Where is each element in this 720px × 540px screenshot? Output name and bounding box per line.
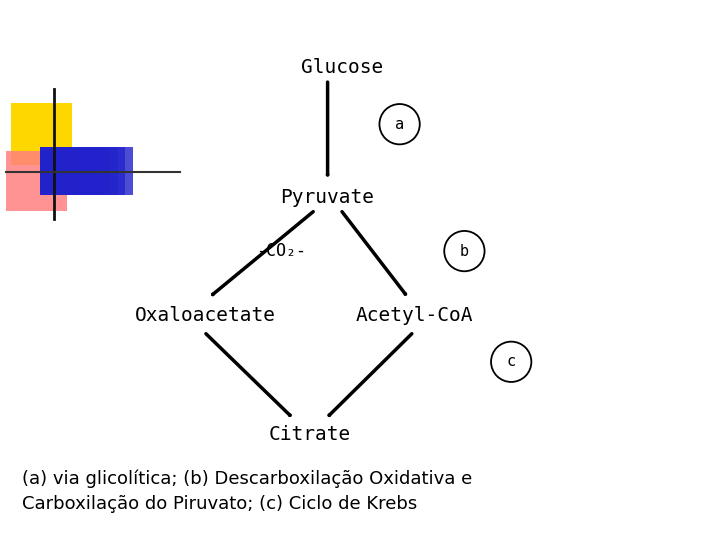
Bar <box>40 147 102 195</box>
Text: (a) via glicolítica; (b) Descarboxilação Oxidativa e
Carboxilação do Piruvato; (: (a) via glicolítica; (b) Descarboxilação… <box>22 470 472 513</box>
Bar <box>40 147 94 195</box>
Bar <box>40 147 63 195</box>
Bar <box>40 147 78 195</box>
Text: -CO₂-: -CO₂- <box>256 242 306 260</box>
Bar <box>11 103 72 165</box>
Bar <box>40 147 55 195</box>
Text: Citrate: Citrate <box>269 425 351 444</box>
Text: Pyruvate: Pyruvate <box>281 187 374 207</box>
Bar <box>40 147 133 195</box>
Bar <box>40 147 71 195</box>
Text: a: a <box>395 117 404 132</box>
Text: Oxaloacetate: Oxaloacetate <box>135 306 276 326</box>
Bar <box>40 147 125 195</box>
Text: c: c <box>507 354 516 369</box>
Bar <box>40 147 48 195</box>
Bar <box>40 147 86 195</box>
Bar <box>40 147 110 195</box>
Text: Acetyl-CoA: Acetyl-CoA <box>355 306 473 326</box>
Bar <box>40 147 117 195</box>
Text: Glucose: Glucose <box>301 58 383 77</box>
Bar <box>6 151 67 211</box>
Text: b: b <box>460 244 469 259</box>
